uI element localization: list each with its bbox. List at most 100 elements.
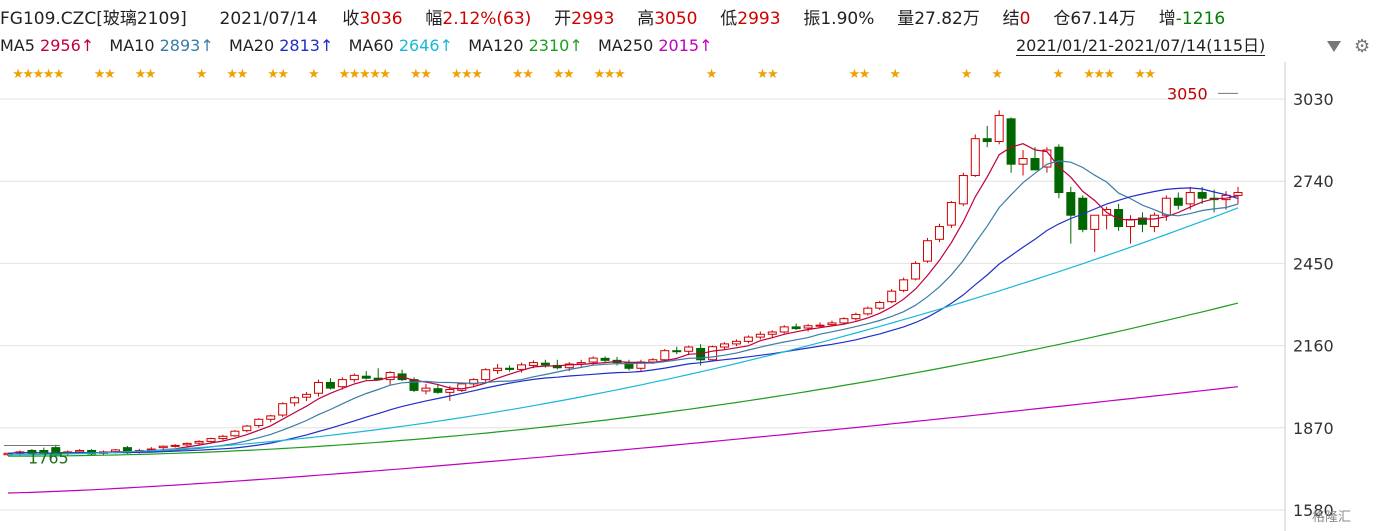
- ma5-line: [7, 143, 1239, 454]
- star-mark: ★: [349, 67, 361, 82]
- candle-body: [731, 340, 741, 345]
- candle-body: [934, 226, 944, 240]
- oi-value: 67.14万: [1070, 9, 1136, 29]
- star-mark: ★: [308, 67, 320, 82]
- vol-value: 27.82万: [914, 9, 980, 29]
- star-mark: ★: [1134, 67, 1146, 82]
- watermark-label: 格隆汇: [1312, 510, 1352, 525]
- candle-body: [958, 175, 968, 205]
- candle-body: [75, 449, 85, 453]
- quote-header: FG109.CZC[玻璃2109] 2021/07/14 收3036 幅2.12…: [0, 4, 1225, 30]
- candle-body: [588, 357, 598, 363]
- candle-body: [290, 397, 300, 404]
- gear-icon[interactable]: ⚙: [1354, 36, 1371, 57]
- ma20-label: MA20: [229, 36, 275, 55]
- star-mark: ★: [94, 67, 106, 82]
- candle-body: [672, 350, 682, 353]
- candle-body: [851, 313, 861, 320]
- candle-body: [564, 363, 574, 369]
- star-mark: ★: [277, 67, 289, 82]
- candle-body: [1173, 197, 1183, 206]
- candle-body: [767, 331, 777, 335]
- star-mark: ★: [267, 67, 279, 82]
- ma120-line: [8, 302, 1239, 457]
- ma10-line: [7, 160, 1239, 454]
- candle-body: [1114, 209, 1124, 228]
- star-mark: ★: [369, 67, 381, 82]
- open-value: 2993: [571, 9, 615, 29]
- star-mark: ★: [991, 67, 1003, 82]
- candle-body: [982, 138, 992, 143]
- star-mark: ★: [12, 67, 24, 82]
- ma10-label: MA10: [109, 36, 155, 55]
- candle-body: [875, 302, 885, 309]
- candle-body: [1185, 192, 1195, 205]
- candle-body: [1197, 192, 1207, 199]
- candle-body: [994, 114, 1004, 143]
- star-mark: ★: [451, 67, 463, 82]
- close-value: 3036: [359, 9, 403, 29]
- candle-body: [325, 381, 335, 389]
- date-range-selector[interactable]: 2021/01/21-2021/07/14(115日): [1016, 36, 1266, 56]
- candle-body: [755, 333, 765, 338]
- star-mark: ★: [1104, 67, 1116, 82]
- candle-body: [708, 346, 718, 361]
- candle-body: [1149, 214, 1159, 228]
- candle-body: [779, 326, 789, 333]
- close-label: 收: [342, 9, 360, 29]
- oi-label: 仓: [1053, 9, 1071, 29]
- candle-body: [230, 430, 240, 437]
- candle-body: [361, 375, 371, 379]
- star-mark: ★: [859, 67, 871, 82]
- candle-body: [516, 364, 526, 370]
- star-mark: ★: [471, 67, 483, 82]
- candle-body: [1018, 158, 1028, 165]
- ma10-value: 2893↑: [159, 36, 214, 55]
- star-mark: ★: [889, 67, 901, 82]
- star-mark: ★: [1083, 67, 1095, 82]
- star-mark: ★: [379, 67, 391, 82]
- settle-label: 结: [1002, 9, 1020, 29]
- star-mark: ★: [33, 67, 45, 82]
- ma250-value: 2015↑: [658, 36, 713, 55]
- star-mark: ★: [1093, 67, 1105, 82]
- ma60-line: [8, 207, 1239, 456]
- candle-body: [970, 138, 980, 177]
- candle-body: [660, 350, 670, 361]
- candle-body: [182, 442, 192, 446]
- star-mark: ★: [594, 67, 606, 82]
- candle-body: [194, 440, 204, 444]
- candle-body: [457, 383, 467, 391]
- candle-body: [1137, 217, 1147, 225]
- y-tick-label: 1870: [1293, 419, 1334, 438]
- candle-body: [206, 438, 216, 442]
- star-mark: ★: [563, 67, 575, 82]
- star-mark: ★: [237, 67, 249, 82]
- candle-body: [946, 201, 956, 226]
- vol-label: 量: [897, 9, 915, 29]
- star-mark: ★: [104, 67, 116, 82]
- candle-body: [720, 343, 730, 348]
- candle-body: [1006, 118, 1016, 165]
- candle-body: [170, 444, 180, 447]
- candle-body: [505, 367, 515, 370]
- candle-body: [923, 240, 933, 262]
- y-tick-label: 2740: [1293, 172, 1334, 191]
- ma20-value: 2813↑: [279, 36, 334, 55]
- candle-body: [863, 307, 873, 315]
- candle-body: [815, 324, 825, 327]
- star-mark: ★: [359, 67, 371, 82]
- high-annotation: 3050: [1167, 84, 1208, 103]
- ma5-value: 2956↑: [40, 36, 95, 55]
- candle-body: [899, 279, 909, 291]
- candle-body: [839, 318, 849, 324]
- dropdown-arrow-icon[interactable]: [1327, 41, 1341, 52]
- candle-body: [1030, 158, 1040, 171]
- star-mark: ★: [145, 67, 157, 82]
- candle-body: [791, 326, 801, 330]
- ma5-label: MA5: [0, 36, 35, 55]
- oi-change-value: -1216: [1175, 9, 1226, 29]
- ma120-value: 2310↑: [528, 36, 583, 55]
- ma120-label: MA120: [468, 36, 524, 55]
